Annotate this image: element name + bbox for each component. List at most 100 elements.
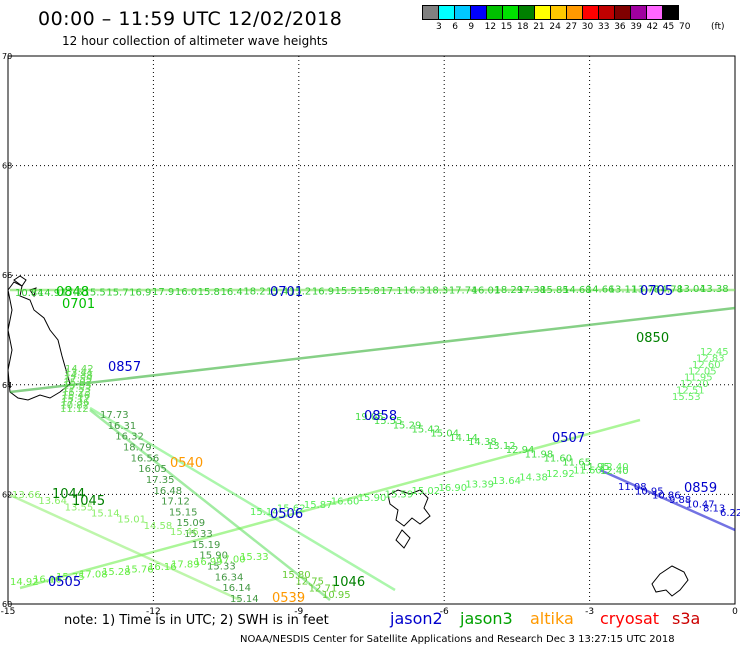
wave-value: 12.51 [676, 386, 705, 397]
wave-value: 17.53 [63, 384, 92, 395]
wave-value: 15.33 [207, 562, 236, 573]
satellite-legend-jason2: jason2 [390, 609, 443, 628]
scale-label: 36 [614, 22, 626, 32]
wave-value: 18.2 [243, 287, 265, 298]
satellite-legend-altika: altika [530, 609, 574, 628]
faroe-islands [387, 489, 431, 549]
pass-time-label: 1045 [72, 494, 105, 509]
wave-value: 14.9 [38, 288, 60, 299]
wave-value: 17.1 [380, 286, 402, 297]
wave-value: 16.32 [115, 432, 144, 443]
altimeter-track [89, 409, 331, 601]
wave-value: 11.65 [562, 458, 591, 469]
pass-time-label: 0701 [62, 297, 95, 312]
wave-value: 14.66 [586, 285, 615, 296]
wave-value: 16.90 [438, 483, 467, 494]
lat-tick-label: 70 [2, 52, 12, 61]
wave-value: 10.95 [322, 590, 351, 601]
wave-value: 13.78 [632, 284, 661, 295]
wave-value: 15.7 [106, 287, 128, 298]
lon-tick-label: -12 [146, 607, 161, 617]
wave-value: 15.55 [374, 416, 403, 427]
wave-value: 14.58 [144, 521, 173, 532]
wave-value: 16.31 [108, 421, 137, 432]
wave-value: 10.82 [60, 401, 89, 412]
wave-value: 15.14 [91, 509, 120, 520]
pass-time-label: 0507 [552, 431, 585, 446]
pass-time-label: 0505 [48, 575, 81, 590]
wave-value: 15.2 [289, 286, 311, 297]
wave-value: 14.38 [64, 371, 93, 382]
wave-value: 11.98 [525, 449, 554, 460]
wave-value: 15.33 [240, 552, 269, 563]
wave-value: 16.14 [222, 583, 251, 594]
lon-tick-label: -15 [1, 607, 16, 617]
wave-value: 15.14 [230, 594, 259, 605]
satellite-legend-jason3: jason3 [460, 609, 513, 628]
wave-value: 15.80 [282, 570, 311, 581]
wave-value: 17.35 [146, 475, 175, 486]
wave-value: 14.42 [65, 364, 94, 375]
scale-label: 9 [468, 22, 475, 32]
color-scale [422, 5, 679, 20]
wave-value: 15.75 [56, 572, 85, 583]
wave-value: 15.46 [62, 391, 91, 402]
altimeter-tracks [9, 288, 736, 602]
wave-value: 16.9 [129, 287, 151, 298]
wave-value: 10.86 [652, 491, 681, 502]
scale-label: 30 [581, 22, 594, 32]
scale-label: 6 [452, 22, 458, 32]
footer-credit: NOAA/NESDIS Center for Satellite Applica… [240, 634, 675, 645]
wave-value: 16.99 [194, 557, 223, 568]
wave-value: 11.08 [618, 482, 647, 493]
wave-value: 12.71 [309, 583, 338, 594]
wave-value: 16.01 [472, 285, 501, 296]
wave-value: 15.19 [192, 540, 221, 551]
wave-value: 17.38 [517, 285, 546, 296]
pass-time-label: 1044 [52, 487, 85, 502]
pass-time-label: 0701 [270, 285, 303, 300]
wave-value: 13.04 [677, 284, 706, 295]
pass-time-label: 0848 [56, 285, 89, 300]
scale-label: 18 [517, 22, 529, 32]
scale-label: 15 [500, 22, 513, 32]
wave-value: 12.94 [506, 445, 535, 456]
lat-tick-label: 66 [2, 271, 12, 280]
scale-label: 45 [662, 22, 675, 32]
wave-value: 15.28 [102, 567, 131, 578]
wave-value: 11.12 [60, 404, 89, 415]
wave-value: 14.78 [654, 284, 683, 295]
wave-value: 12.75 [295, 577, 324, 588]
scale-unit: (ft) [711, 22, 725, 32]
altimeter-track [89, 406, 396, 592]
wave-value: 15.90 [358, 493, 387, 504]
scale-label: 70 [679, 22, 691, 32]
page-subtitle: 12 hour collection of altimeter wave hei… [62, 34, 328, 48]
wave-value: 18.79 [123, 442, 152, 453]
wave-value: 9.88 [669, 495, 691, 506]
wave-value: 17.12 [161, 497, 190, 508]
wave-value: 17.36 [61, 397, 90, 408]
wave-value: 13.39 [465, 479, 494, 490]
satellite-legend-s3a: s3a [672, 609, 701, 628]
wave-value: 15.17 [61, 394, 90, 405]
pass-time-label: 0705 [640, 284, 673, 299]
wave-value: 16.16 [148, 562, 177, 573]
wave-value: 15.04 [430, 429, 459, 440]
wave-value: 18.3 [426, 286, 448, 297]
wave-value: 16.34 [215, 572, 244, 583]
wave-value: 13.11 [609, 285, 638, 296]
wave-value: 17.00 [217, 555, 246, 566]
wave-value: 15.76 [125, 565, 154, 576]
footer-note: note: 1) Time is in UTC; 2) SWH is in fe… [64, 613, 329, 628]
wave-value: 15.01 [117, 515, 146, 526]
lon-tick-label: -6 [440, 607, 449, 617]
wave-value: 15.5 [84, 288, 106, 299]
wave-value: 15.85 [540, 285, 569, 296]
wave-value: 16.60 [331, 497, 360, 508]
wave-value: 17.89 [171, 560, 200, 571]
wave-value: 15.09 [176, 518, 205, 529]
scale-label: 21 [533, 22, 545, 32]
lat-tick-label: 68 [2, 162, 12, 171]
scale-label: 12 [484, 22, 497, 32]
